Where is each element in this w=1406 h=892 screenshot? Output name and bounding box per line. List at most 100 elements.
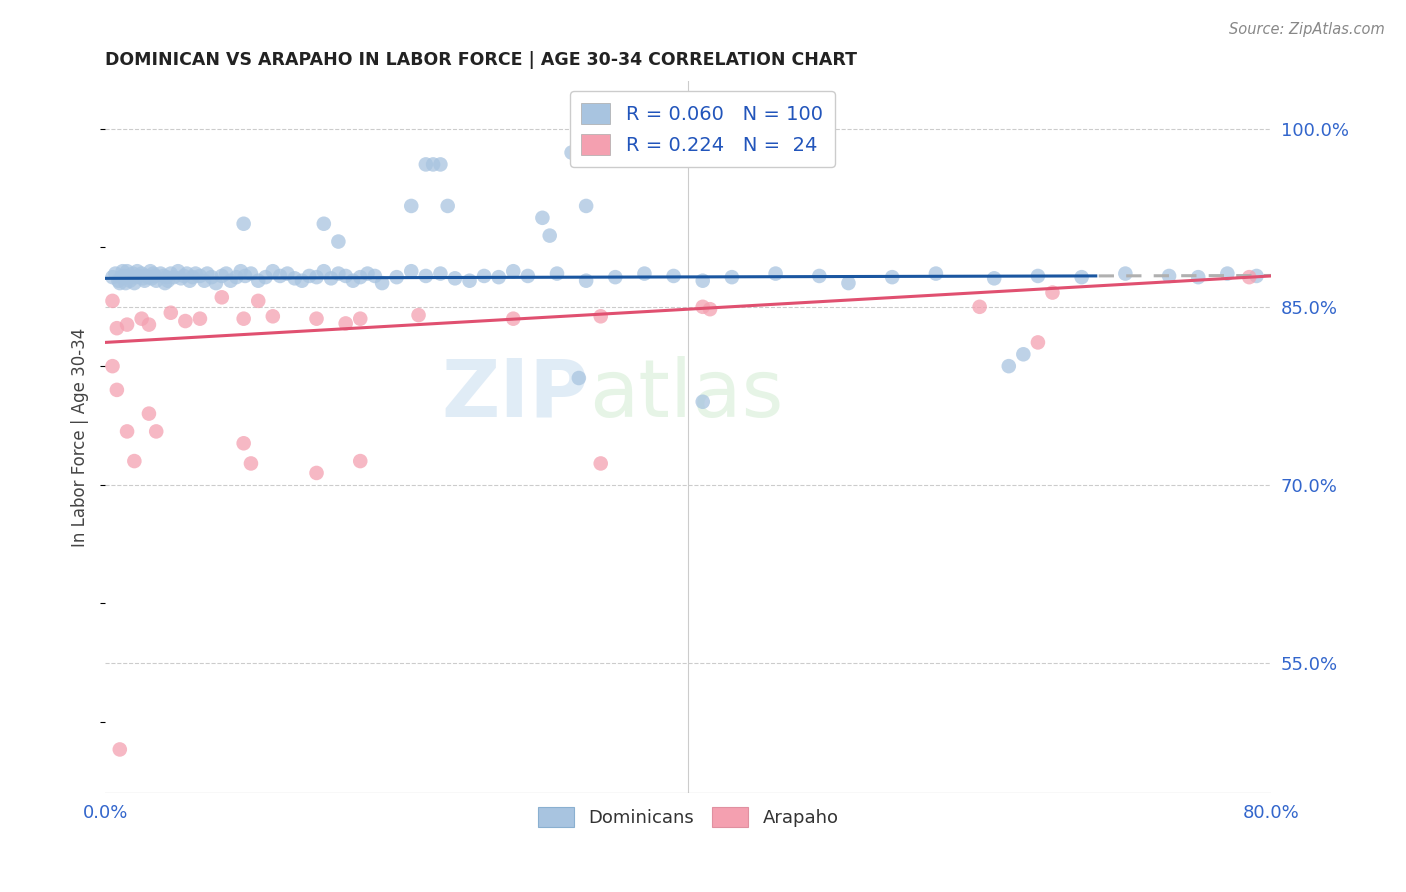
Point xyxy=(152,268,174,283)
Point xyxy=(589,457,612,471)
Point xyxy=(415,157,437,171)
Point xyxy=(983,271,1005,285)
Point xyxy=(605,270,627,285)
Point xyxy=(239,267,262,281)
Point xyxy=(436,199,458,213)
Point xyxy=(633,267,655,281)
Point xyxy=(364,268,387,283)
Point xyxy=(101,359,124,373)
Point xyxy=(219,274,242,288)
Point xyxy=(105,321,128,335)
Point xyxy=(444,271,467,285)
Text: ZIP: ZIP xyxy=(441,356,589,434)
Point xyxy=(692,300,714,314)
Point xyxy=(305,270,328,285)
Point xyxy=(159,267,181,281)
Point xyxy=(1216,267,1239,281)
Point xyxy=(1187,270,1209,285)
Point xyxy=(1239,270,1261,285)
Point xyxy=(108,276,131,290)
Point xyxy=(135,268,157,283)
Point xyxy=(269,268,291,283)
Point xyxy=(141,271,163,285)
Point xyxy=(127,264,149,278)
Point xyxy=(107,274,129,288)
Point xyxy=(969,300,991,314)
Point xyxy=(312,217,335,231)
Point xyxy=(312,264,335,278)
Point xyxy=(108,742,131,756)
Point xyxy=(699,302,721,317)
Point xyxy=(174,314,197,328)
Point xyxy=(138,407,160,421)
Point xyxy=(692,394,714,409)
Point xyxy=(138,318,160,332)
Point xyxy=(101,293,124,308)
Point xyxy=(262,264,284,278)
Point xyxy=(170,271,193,285)
Point xyxy=(997,359,1019,373)
Point xyxy=(131,267,153,281)
Point xyxy=(429,267,451,281)
Point xyxy=(546,267,568,281)
Point xyxy=(538,228,561,243)
Point xyxy=(181,270,204,285)
Point xyxy=(1042,285,1064,300)
Point xyxy=(589,310,612,324)
Point xyxy=(502,311,524,326)
Point xyxy=(356,267,378,281)
Point xyxy=(145,425,167,439)
Point xyxy=(114,276,136,290)
Point xyxy=(115,425,138,439)
Point xyxy=(115,264,138,278)
Point xyxy=(925,267,948,281)
Point xyxy=(138,270,160,285)
Point xyxy=(101,270,124,285)
Point xyxy=(319,271,342,285)
Point xyxy=(662,268,685,283)
Text: Source: ZipAtlas.com: Source: ZipAtlas.com xyxy=(1229,22,1385,37)
Point xyxy=(125,270,148,285)
Point xyxy=(110,270,132,285)
Point xyxy=(342,274,364,288)
Point xyxy=(882,270,904,285)
Point xyxy=(328,267,350,281)
Point xyxy=(335,268,357,283)
Point xyxy=(254,270,277,285)
Point xyxy=(124,276,146,290)
Point xyxy=(349,311,371,326)
Point xyxy=(232,436,254,450)
Point xyxy=(575,199,598,213)
Point xyxy=(415,268,437,283)
Point xyxy=(132,271,155,285)
Point xyxy=(139,264,162,278)
Point xyxy=(229,264,252,278)
Point xyxy=(232,217,254,231)
Point xyxy=(305,311,328,326)
Point xyxy=(837,276,859,290)
Point xyxy=(205,276,228,290)
Point xyxy=(233,268,256,283)
Point xyxy=(247,293,270,308)
Point xyxy=(1026,335,1049,350)
Point xyxy=(401,264,423,278)
Point xyxy=(156,274,179,288)
Point xyxy=(692,274,714,288)
Point xyxy=(104,267,127,281)
Point xyxy=(200,270,222,285)
Point xyxy=(247,274,270,288)
Point xyxy=(225,270,247,285)
Point xyxy=(142,267,165,281)
Point xyxy=(284,271,307,285)
Point xyxy=(472,268,495,283)
Point xyxy=(422,157,444,171)
Point xyxy=(188,268,211,283)
Legend: Dominicans, Arapaho: Dominicans, Arapaho xyxy=(530,800,846,834)
Point xyxy=(173,268,195,283)
Point xyxy=(516,268,538,283)
Point xyxy=(153,276,176,290)
Point xyxy=(429,157,451,171)
Point xyxy=(111,264,134,278)
Point xyxy=(179,274,201,288)
Point xyxy=(561,145,583,160)
